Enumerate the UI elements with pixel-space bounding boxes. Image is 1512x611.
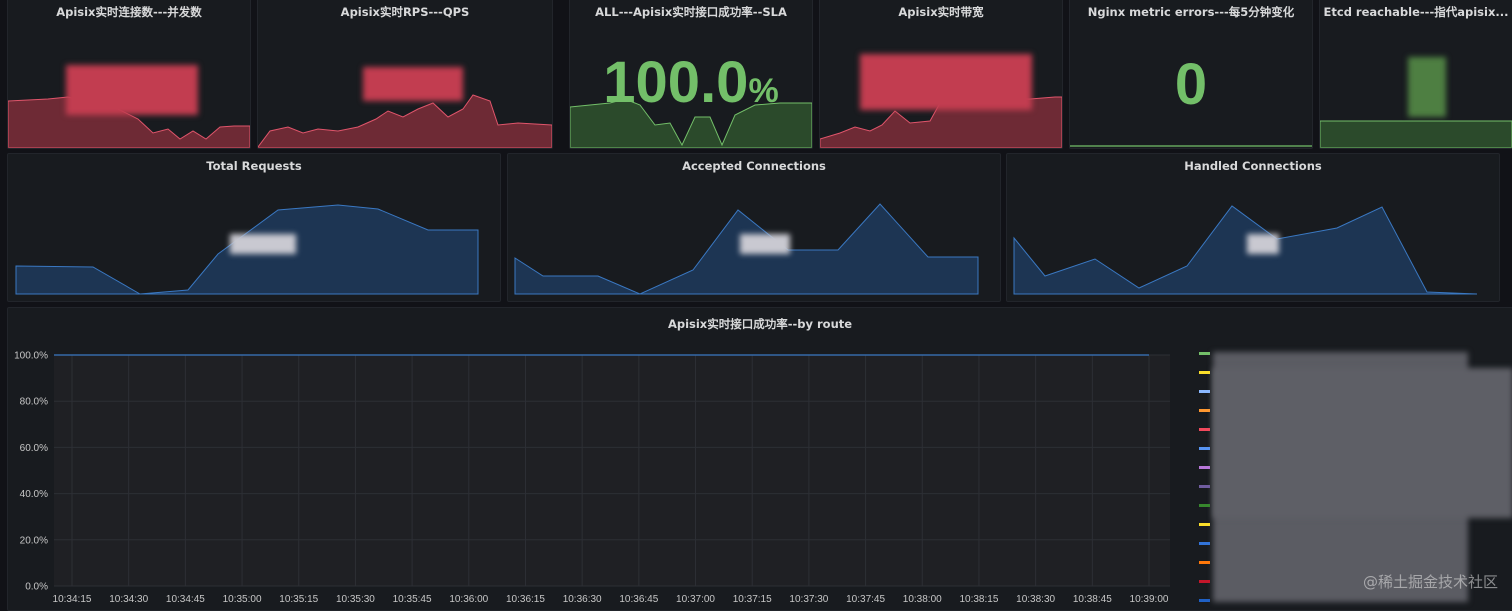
y-tick-label: 20.0% [20, 535, 48, 546]
accepted-connections-area [508, 154, 1000, 301]
panel-route-success-rate[interactable]: Apisix实时接口成功率--by route 100.0%80.0%60.0%… [7, 307, 1512, 611]
panel-nginx-errors[interactable]: Nginx metric errors---每5分钟变化 0 [1069, 0, 1313, 149]
redacted-legend-labels-wide [1213, 368, 1512, 518]
legend-swatch[interactable] [1199, 599, 1210, 602]
legend-swatch[interactable] [1199, 504, 1210, 507]
panel-total-requests[interactable]: Total Requests [7, 153, 501, 302]
y-tick-label: 100.0% [14, 351, 48, 362]
x-tick-label: 10:34:15 [53, 594, 92, 605]
x-tick-label: 10:35:00 [223, 594, 262, 605]
legend-swatch[interactable] [1199, 428, 1210, 431]
x-tick-label: 10:35:15 [279, 594, 318, 605]
x-tick-label: 10:37:30 [789, 594, 828, 605]
y-tick-label: 40.0% [20, 489, 48, 500]
x-tick-label: 10:39:00 [1130, 594, 1169, 605]
panel-handled-connections[interactable]: Handled Connections [1006, 153, 1500, 302]
panel-etcd-reachable[interactable]: Etcd reachable---指代apisix... [1319, 0, 1512, 149]
redacted-block [230, 234, 296, 254]
handled-connections-area [1007, 154, 1499, 301]
redacted-block [860, 54, 1032, 110]
legend-swatch[interactable] [1199, 561, 1210, 564]
watermark: @稀土掘金技术社区 [1363, 571, 1498, 592]
legend-swatch[interactable] [1199, 390, 1210, 393]
redacted-block [740, 234, 790, 254]
legend-swatch[interactable] [1199, 580, 1210, 583]
x-tick-label: 10:34:45 [166, 594, 205, 605]
y-tick-label: 60.0% [20, 443, 48, 454]
x-tick-label: 10:34:30 [109, 594, 148, 605]
redacted-block [1408, 57, 1446, 117]
x-tick-label: 10:37:15 [733, 594, 772, 605]
panel-apisix-connections[interactable]: Apisix实时连接数---并发数 [7, 0, 251, 149]
legend-swatch[interactable] [1199, 409, 1210, 412]
plot-area [54, 355, 1170, 586]
x-tick-label: 10:37:45 [846, 594, 885, 605]
x-tick-label: 10:38:00 [903, 594, 942, 605]
sla-unit: % [748, 72, 778, 110]
x-tick-label: 10:38:30 [1016, 594, 1055, 605]
x-tick-label: 10:36:30 [563, 594, 602, 605]
redacted-block [363, 67, 463, 101]
x-tick-label: 10:38:45 [1073, 594, 1112, 605]
legend-swatch[interactable] [1199, 447, 1210, 450]
panel-apisix-rps[interactable]: Apisix实时RPS---QPS [257, 0, 553, 149]
legend-swatch[interactable] [1199, 542, 1210, 545]
sla-number: 100.0 [603, 50, 748, 115]
x-tick-label: 10:36:45 [619, 594, 658, 605]
x-tick-label: 10:38:15 [959, 594, 998, 605]
x-tick-label: 10:36:15 [506, 594, 545, 605]
route-success-chart: 100.0% 80.0% 60.0% 40.0% 20.0% 0.0% 10:34:15 10… [8, 308, 1188, 610]
legend-swatch[interactable] [1199, 485, 1210, 488]
x-tick-label: 10:37:00 [676, 594, 715, 605]
legend-swatch[interactable] [1199, 352, 1210, 355]
sla-value: 100.0% [570, 51, 812, 123]
legend-swatch[interactable] [1199, 371, 1210, 374]
redacted-block [1247, 234, 1279, 254]
redacted-block [66, 65, 198, 115]
panel-sla[interactable]: ALL---Apisix实时接口成功率--SLA 100.0% [569, 0, 813, 149]
x-tick-label: 10:36:00 [449, 594, 488, 605]
legend-swatch[interactable] [1199, 466, 1210, 469]
total-requests-area [8, 154, 500, 301]
x-tick-label: 10:35:30 [336, 594, 375, 605]
panel-accepted-connections[interactable]: Accepted Connections [507, 153, 1001, 302]
x-tick-label: 10:35:45 [393, 594, 432, 605]
errors-value: 0 [1070, 53, 1312, 117]
legend-swatch[interactable] [1199, 523, 1210, 526]
y-tick-label: 80.0% [20, 397, 48, 408]
y-tick-label: 0.0% [25, 582, 48, 593]
panel-apisix-bandwidth[interactable]: Apisix实时带宽 [819, 0, 1063, 149]
